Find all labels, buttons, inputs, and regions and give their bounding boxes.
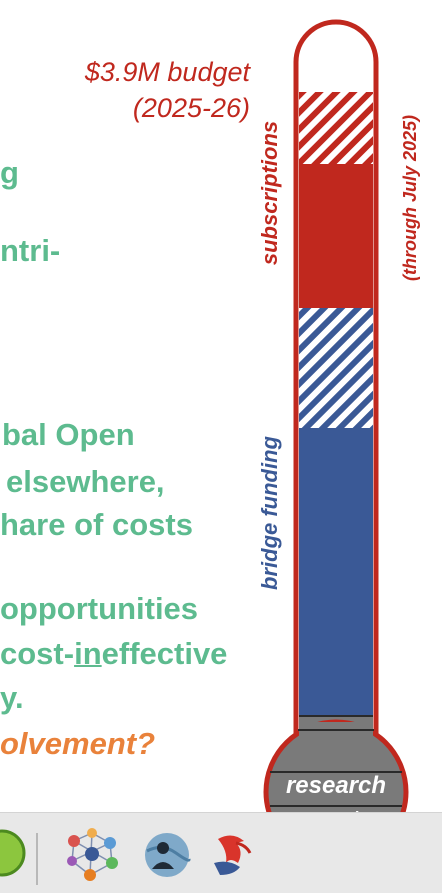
body-text-fragment: g [0,155,19,190]
body-text-part: cost- [0,636,75,671]
subscriptions-projected-segment [299,92,373,164]
dock-bar [0,812,442,893]
through-date-label: (through July 2025) [400,114,420,282]
question-text-fragment: olvement? [0,726,156,761]
red-bird-app-icon[interactable] [210,829,254,881]
body-text-fragment: bal Open [2,417,135,452]
bridge-funding-segment [299,428,373,716]
bridge-funding-label: bridge funding [257,436,282,590]
slide-canvas: $3.9M budget (2025-26) g ntri- bal Open … [0,19,420,812]
budget-thermometer [263,19,409,812]
dock-separator [36,833,38,885]
body-text-fragment: cost-ineffective [0,633,227,675]
network-graph-app-icon[interactable] [64,827,120,883]
body-text-fragment: ntri- [0,233,61,268]
research-label: research [285,772,387,799]
subscriptions-segment [299,164,373,308]
profile-globe-app-icon[interactable] [142,829,192,881]
budget-period: (2025-26) [132,93,250,123]
bridge-projected-segment [299,308,373,428]
subscriptions-label: subscriptions [257,120,282,266]
budget-caption: $3.9M budget (2025-26) [85,54,250,126]
emphasis-underline: in [74,636,102,671]
green-circle-app-icon[interactable] [0,825,28,881]
body-text-fragment: elsewhere, [6,464,165,499]
body-text-fragment: y. [0,680,24,715]
body-text-fragment: opportunities [0,591,199,626]
body-text-part: effective [101,636,228,671]
budget-amount: $3.9M budget [84,57,250,87]
body-text-fragment: hare of costs [0,507,193,542]
